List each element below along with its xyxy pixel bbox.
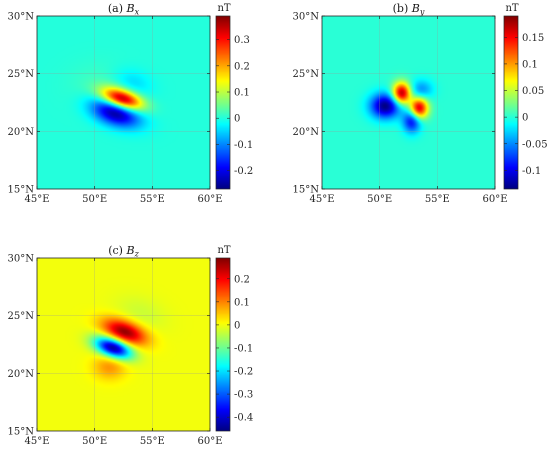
x-tick-label: 45°E xyxy=(24,194,49,205)
x-tick-label: 50°E xyxy=(367,194,392,205)
y-tick-label: 20°N xyxy=(8,369,35,380)
colorbar-unit-label: nT xyxy=(217,245,230,256)
x-tick-label: 60°E xyxy=(482,194,507,205)
y-tick-label: 15°N xyxy=(8,185,35,196)
colorbar-tick-label: 0 xyxy=(234,320,240,331)
y-tick-label: 15°N xyxy=(293,185,320,196)
heatmap-a xyxy=(37,16,210,189)
colorbar-c xyxy=(216,258,230,431)
colorbar-tick-label: -0.2 xyxy=(234,166,253,177)
colorbar-tick-label: 0.2 xyxy=(234,274,250,285)
x-tick-label: 55°E xyxy=(140,436,165,447)
colorbar-a xyxy=(216,16,230,189)
colorbar-frame xyxy=(215,257,231,432)
axes-box xyxy=(321,15,496,190)
colorbar-tick-label: -0.1 xyxy=(234,343,253,354)
colorbar-frame xyxy=(215,15,231,190)
x-tick-label: 45°E xyxy=(24,436,49,447)
colorbar-tick-label: -0.05 xyxy=(522,139,548,150)
x-tick-label: 55°E xyxy=(140,194,165,205)
colorbar-tick-label: 0.15 xyxy=(522,33,544,44)
y-tick-label: 25°N xyxy=(8,69,35,80)
colorbar-unit-label: nT xyxy=(505,3,518,14)
panel-title: (b) By xyxy=(393,2,425,17)
colorbar-tick-label: -0.4 xyxy=(234,413,253,424)
x-tick-label: 45°E xyxy=(309,194,334,205)
y-tick-label: 30°N xyxy=(8,254,35,265)
y-tick-label: 20°N xyxy=(8,127,35,138)
panel-a: 45°E 50°E 55°E 60°E 15°N 20°N 25°N 30°N (a) Bx -0… xyxy=(8,2,254,205)
y-tick-label: 25°N xyxy=(293,69,320,80)
colorbar-tick-label: 0.1 xyxy=(234,88,250,99)
colorbar-tick-label: 0 xyxy=(234,114,240,125)
panel-c: 45°E 50°E 55°E 60°E 15°N 20°N 25°N 30°N (c) Bz -0… xyxy=(8,244,254,447)
x-tick-label: 60°E xyxy=(197,194,222,205)
x-tick-label: 50°E xyxy=(82,436,107,447)
axes-box xyxy=(36,257,211,432)
colorbar-unit-label: nT xyxy=(217,3,230,14)
heatmap-c xyxy=(37,258,210,431)
colorbar-tick-label: 0.05 xyxy=(522,86,544,97)
axes-box xyxy=(36,15,211,190)
colorbar-frame xyxy=(503,15,519,190)
colorbar-b xyxy=(504,16,518,189)
y-tick-label: 20°N xyxy=(293,127,320,138)
x-tick-label: 60°E xyxy=(197,436,222,447)
colorbar-tick-label: -0.1 xyxy=(234,140,253,151)
x-tick-label: 55°E xyxy=(425,194,450,205)
colorbar-tick-label: 0.1 xyxy=(234,297,250,308)
x-tick-label: 50°E xyxy=(82,194,107,205)
colorbar-tick-label: -0.2 xyxy=(234,367,253,378)
y-tick-label: 30°N xyxy=(8,12,35,23)
y-tick-label: 15°N xyxy=(8,427,35,438)
colorbar-tick-label: 0.1 xyxy=(522,59,538,70)
panel-title: (c) Bz xyxy=(108,244,139,259)
panel-b: 45°E 50°E 55°E 60°E 15°N 20°N 25°N 30°N (b) By -0… xyxy=(293,2,548,205)
y-tick-label: 25°N xyxy=(8,311,35,322)
colorbar-tick-label: -0.1 xyxy=(522,166,541,177)
colorbar-tick-label: 0.3 xyxy=(234,35,250,46)
heatmap-b xyxy=(322,16,495,189)
panel-title: (a) Bx xyxy=(108,2,140,17)
y-tick-label: 30°N xyxy=(293,12,320,23)
colorbar-tick-label: -0.3 xyxy=(234,390,253,401)
colorbar-tick-label: 0.2 xyxy=(234,61,250,72)
colorbar-tick-label: 0 xyxy=(522,113,528,124)
